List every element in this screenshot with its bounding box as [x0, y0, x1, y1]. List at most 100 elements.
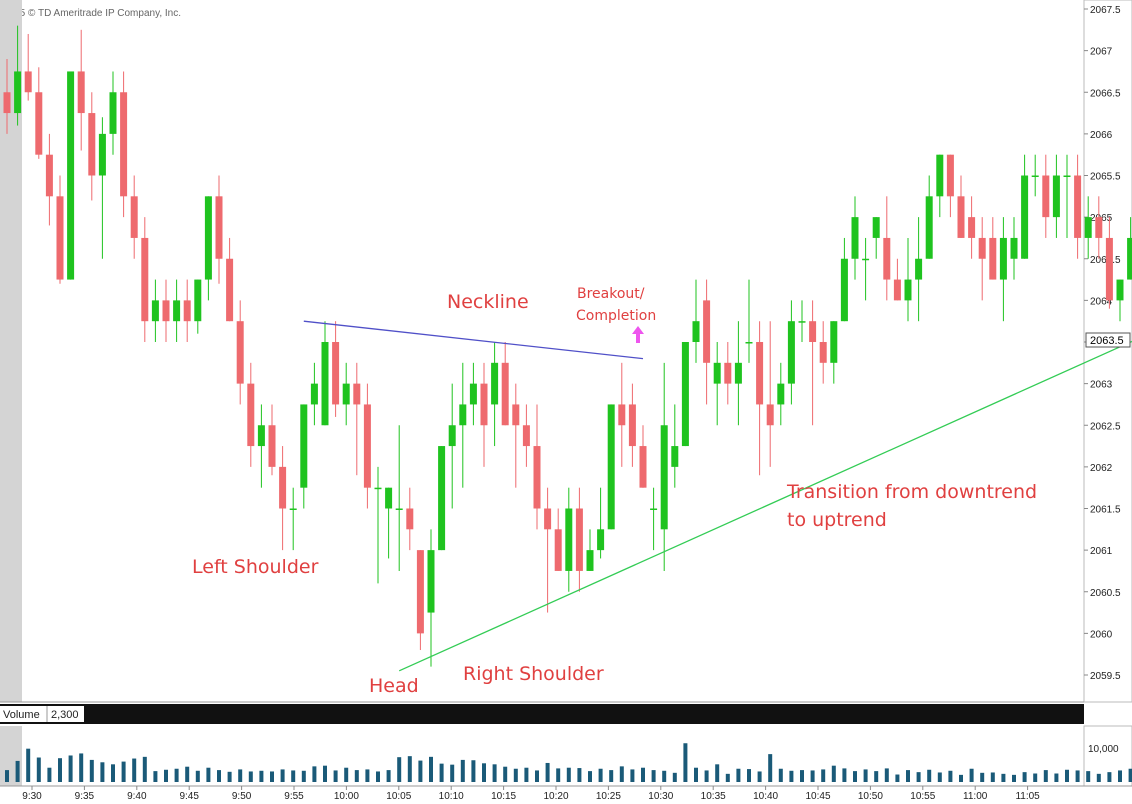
candle-body: [1010, 237, 1018, 259]
breakout-label-line1: Breakout/: [577, 286, 645, 302]
volume-bar: [471, 760, 476, 782]
volume-bar: [736, 768, 741, 782]
volume-bar: [460, 759, 465, 782]
candle-body: [925, 196, 933, 259]
volume-bar: [598, 768, 603, 782]
candle-body: [98, 133, 106, 176]
candle-body: [904, 279, 912, 301]
volume-bar: [68, 755, 73, 782]
volume-bar: [248, 771, 253, 782]
volume-bar: [79, 753, 84, 782]
y-tick-label: 2062.5: [1090, 421, 1121, 432]
neckline-line: [303, 320, 644, 360]
candle-body: [915, 258, 923, 280]
volume-bars-group: 10,000: [5, 743, 1132, 782]
neckline-label: Neckline: [447, 291, 529, 313]
candle-body: [830, 321, 838, 363]
volume-bar: [778, 768, 783, 782]
x-tick-label: 10:30: [648, 791, 673, 802]
volume-bar: [259, 770, 264, 782]
volume-bar: [853, 771, 857, 782]
volume-bar: [5, 770, 9, 782]
candle-body: [1042, 175, 1050, 218]
candle-body: [650, 508, 658, 510]
volume-bar: [1012, 774, 1016, 782]
volume-label: Volume: [3, 709, 40, 721]
candle-body: [109, 92, 117, 134]
candle-body: [459, 404, 467, 426]
volume-bar: [672, 772, 677, 782]
candle-body: [734, 362, 742, 384]
volume-bar: [874, 771, 879, 782]
volume-bar: [651, 770, 656, 782]
candle-body: [77, 71, 85, 114]
x-tick-label: 10:40: [753, 791, 778, 802]
candle-body: [522, 425, 530, 447]
volume-bar: [333, 770, 338, 782]
volume-bar: [439, 763, 444, 782]
x-tick-label: 10:25: [596, 791, 621, 802]
volume-bar: [206, 767, 211, 782]
y-tick-label: 2059.5: [1090, 671, 1121, 682]
right-shoulder-label: Right Shoulder: [463, 663, 604, 685]
candle-body: [671, 446, 679, 467]
volume-bar: [1118, 770, 1122, 782]
volume-bar: [630, 769, 635, 782]
y-tick-label: 2067: [1090, 47, 1113, 58]
volume-bar: [810, 770, 815, 782]
candle-body: [703, 300, 711, 363]
left-shoulder-label: Left Shoulder: [192, 556, 319, 578]
volume-bar: [174, 768, 179, 782]
copyright-notice: 2015 © TD Ameritrade IP Company, Inc.: [3, 8, 182, 19]
x-tick-label: 11:00: [963, 791, 988, 802]
volume-bar: [747, 769, 751, 782]
candle-body: [756, 342, 764, 405]
volume-bar: [280, 769, 285, 782]
candle-body: [247, 383, 255, 447]
candle-body: [692, 321, 700, 342]
candle-body: [406, 508, 414, 530]
volume-bar: [365, 769, 370, 782]
candle-body: [151, 300, 159, 322]
volume-bar: [376, 771, 380, 782]
candles-group: [3, 25, 1132, 667]
candle-body: [893, 279, 901, 301]
volume-bar: [15, 760, 20, 782]
volume-bar: [429, 756, 433, 782]
candle-body: [300, 404, 308, 488]
volume-bar: [906, 770, 910, 782]
candle-body: [1052, 175, 1060, 218]
y-tick-label: 2067.5: [1090, 5, 1121, 16]
volume-bar: [1107, 772, 1112, 782]
x-tick-label: 10:55: [910, 791, 935, 802]
candle-body: [554, 529, 562, 571]
volume-bar: [407, 756, 412, 782]
volume-bar: [1086, 771, 1091, 782]
candle-body: [851, 217, 859, 259]
candle-body: [862, 258, 870, 261]
candle-body: [480, 383, 488, 426]
volume-bar: [217, 770, 221, 782]
transition-label-line1: Transition from downtrend: [786, 481, 1037, 503]
volume-bar: [619, 766, 624, 782]
x-tick-label: 9:55: [284, 791, 304, 802]
candle-body: [427, 550, 435, 613]
x-tick-label: 10:35: [701, 791, 726, 802]
volume-bar: [89, 759, 94, 782]
candle-body: [936, 154, 944, 197]
candle-body: [1084, 217, 1092, 238]
volume-bar: [153, 771, 158, 782]
volume-bar: [344, 767, 349, 782]
volume-bar: [142, 756, 147, 782]
head-label: Head: [369, 675, 419, 697]
candle-body: [14, 71, 22, 114]
candle-body: [1095, 217, 1103, 238]
x-tick-label: 11:05: [1015, 791, 1040, 802]
y-tick-label: 2061: [1090, 546, 1113, 557]
volume-bar: [301, 770, 306, 782]
volume-bar: [1043, 770, 1048, 782]
candle-body: [989, 237, 997, 280]
volume-bar: [1128, 768, 1132, 782]
candle-body: [268, 425, 276, 467]
